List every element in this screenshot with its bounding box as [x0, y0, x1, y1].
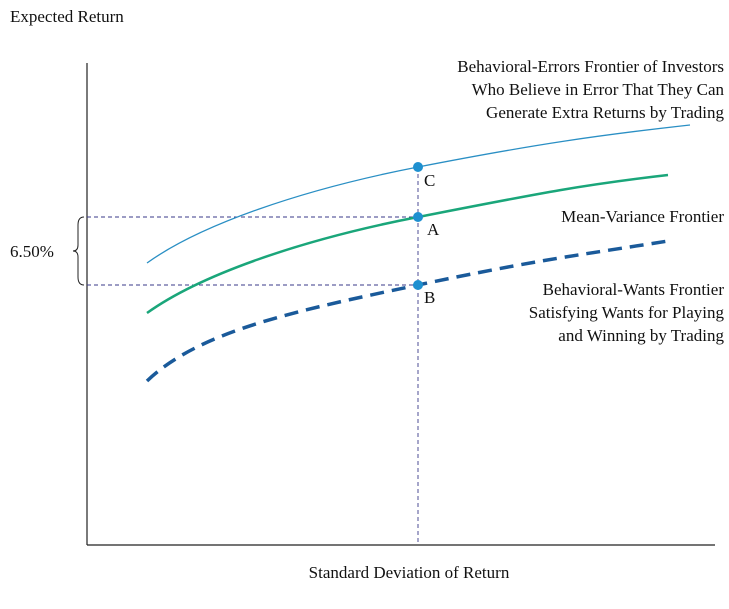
frontier-label: Mean-Variance Frontier [561, 207, 724, 226]
frontier-label: Who Believe in Error That They Can [472, 80, 725, 99]
point-label: A [427, 220, 440, 239]
brace [72, 216, 85, 286]
frontier-label: Behavioral-Wants Frontier [543, 280, 725, 299]
point [413, 212, 423, 222]
frontier-label: Satisfying Wants for Playing [529, 303, 725, 322]
bracket-label: 6.50% [10, 242, 54, 261]
frontier-label: Generate Extra Returns by Trading [486, 103, 724, 122]
errors-frontier [146, 124, 691, 264]
x-axis-label: Standard Deviation of Return [309, 563, 510, 582]
point [413, 162, 423, 172]
frontier-label: Behavioral-Errors Frontier of Investors [457, 57, 724, 76]
frontier-label: and Winning by Trading [558, 326, 724, 345]
point-label: C [424, 171, 435, 190]
y-axis-label: Expected Return [10, 7, 124, 26]
point-label: B [424, 288, 435, 307]
point [413, 280, 423, 290]
